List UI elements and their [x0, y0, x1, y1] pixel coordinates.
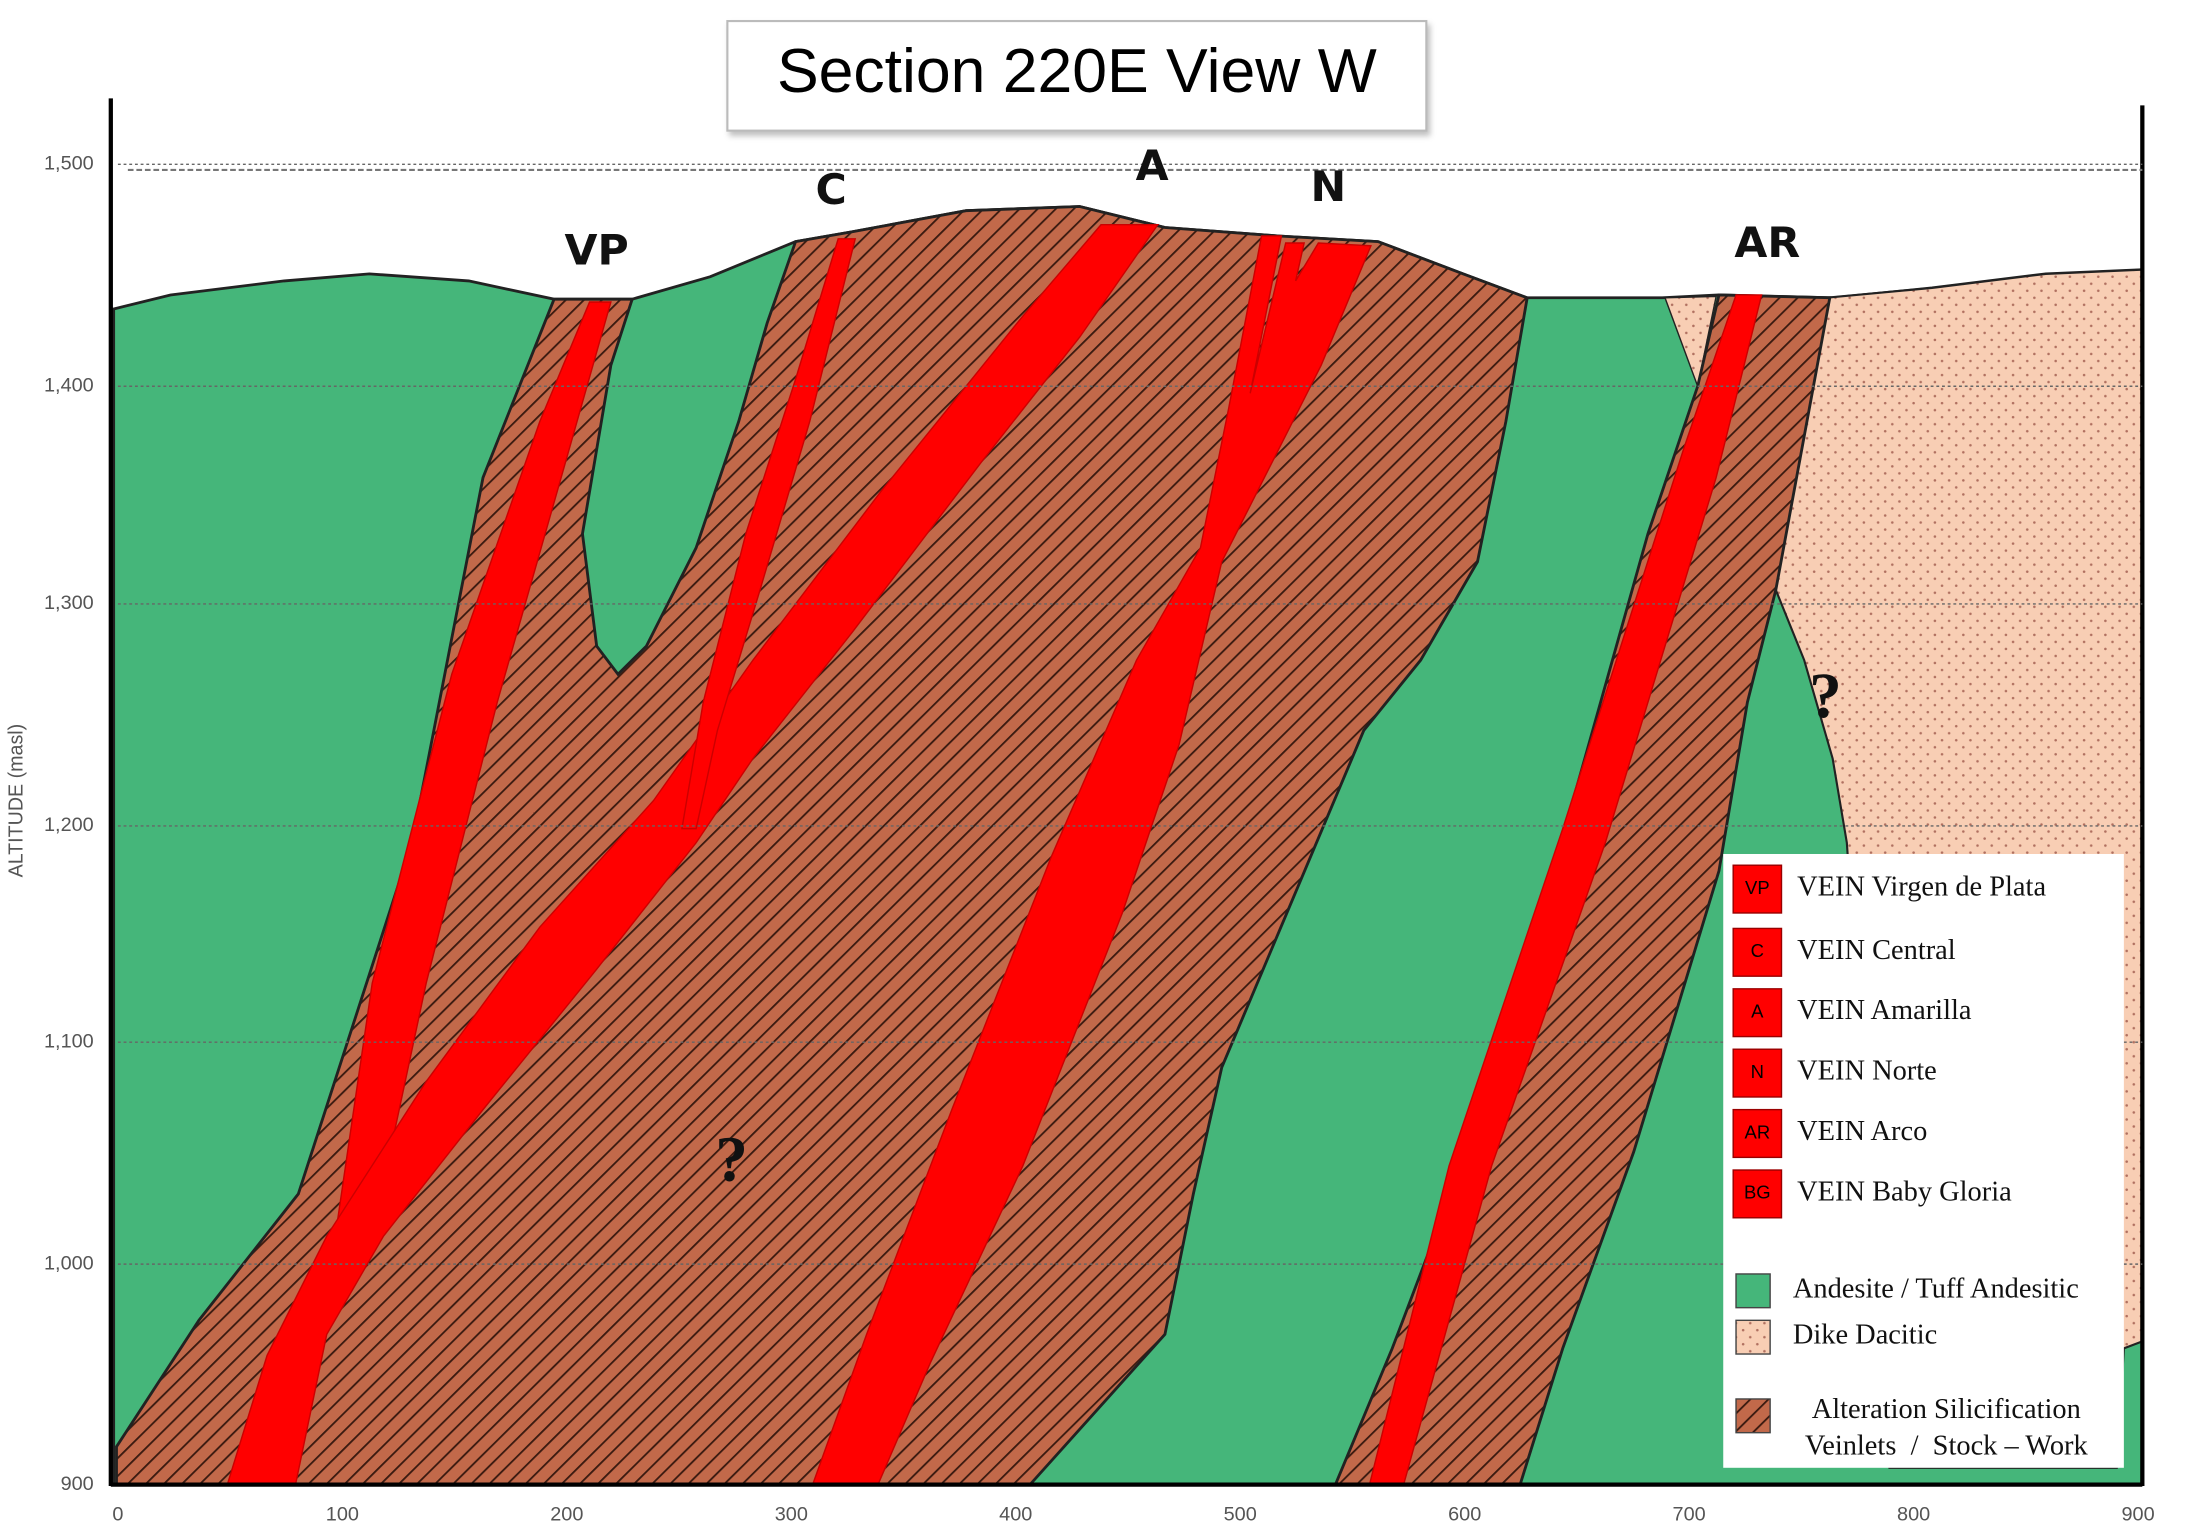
legend-label: VEIN Arco — [1797, 1116, 1927, 1147]
legend-code: BG — [1744, 1182, 1771, 1203]
legend-box — [1723, 853, 2124, 1468]
x-tick-label: 300 — [775, 1504, 808, 1526]
legend-label: VEIN Baby Gloria — [1797, 1176, 2012, 1207]
legend-swatch — [1735, 1319, 1771, 1355]
vein-label: AR — [1734, 218, 1800, 267]
x-tick-label: 600 — [1448, 1504, 1481, 1526]
title-frame — [726, 20, 1428, 132]
y-axis-label: ALTITUDE (masl) — [5, 724, 27, 878]
legend-label: Dike Dacitic — [1793, 1320, 1937, 1351]
legend: VP VEIN Virgen de Plata C VEIN Central A VEIN… — [1723, 853, 2124, 1468]
x-tick-label: 0 — [112, 1504, 123, 1526]
legend-label: VEIN Virgen de Plata — [1797, 872, 2046, 903]
vein-label: A — [1136, 141, 1169, 190]
x-tick-label: 700 — [1673, 1504, 1706, 1526]
vein-label: C — [815, 165, 846, 214]
legend-swatch — [1735, 1273, 1771, 1309]
legend-label: VEIN Amarilla — [1797, 995, 1972, 1026]
x-tick-label: 800 — [1897, 1504, 1930, 1526]
y-tick-label: 1,000 — [44, 1252, 94, 1274]
legend-label: VEIN Central — [1797, 935, 1956, 966]
y-tick-label: 1,100 — [44, 1030, 94, 1052]
x-tick-label: 500 — [1224, 1504, 1257, 1526]
x-tick-label: 200 — [550, 1504, 583, 1526]
vein-label: VP — [565, 225, 629, 274]
y-tick-label: 1,500 — [44, 153, 94, 175]
y-tick-label: 1,400 — [44, 375, 94, 397]
alteration-zone — [115, 205, 1529, 1487]
y-tick-label: 900 — [61, 1473, 94, 1495]
title-box: Section 220E View W — [726, 20, 1428, 132]
x-tick-label: 400 — [999, 1504, 1032, 1526]
legend-swatch — [1732, 1048, 1783, 1098]
legend-code: A — [1751, 1001, 1764, 1022]
legend-swatch — [1732, 927, 1783, 977]
legend-code: AR — [1745, 1121, 1771, 1142]
question-mark: ? — [1809, 660, 1842, 732]
vein-n — [811, 235, 1372, 1486]
legend-label: VEIN Norte — [1797, 1056, 1937, 1087]
vein-label: N — [1310, 162, 1346, 211]
geology — [112, 205, 2144, 1487]
legend-swatch — [1732, 864, 1783, 914]
legend-label: Andesite / Tuff Andesitic — [1793, 1273, 2079, 1304]
legend-code: C — [1751, 940, 1764, 961]
legend-code: VP — [1745, 877, 1770, 898]
y-tick-label: 1,200 — [44, 814, 94, 836]
legend-label: Veinlets / Stock – Work — [1805, 1431, 2089, 1462]
title: Section 220E View W — [777, 37, 1377, 106]
legend-swatch — [1732, 1108, 1783, 1159]
legend-swatch — [1735, 1398, 1771, 1434]
axes: ALTITUDE (masl) 1,500 1,400 1,300 1,200 1,10… — [5, 98, 2155, 1526]
question-mark: ? — [715, 1124, 748, 1196]
legend-swatch — [1732, 988, 1783, 1038]
x-tick-label: 100 — [326, 1504, 359, 1526]
legend-swatch — [1732, 1169, 1783, 1219]
legend-code: N — [1751, 1061, 1764, 1082]
x-tick-label: 900 — [2121, 1504, 2154, 1526]
y-tick-label: 1,300 — [44, 592, 94, 614]
labels: VP C A N AR?? — [565, 141, 1842, 1195]
legend-label: Alteration Silicification — [1812, 1394, 2081, 1425]
